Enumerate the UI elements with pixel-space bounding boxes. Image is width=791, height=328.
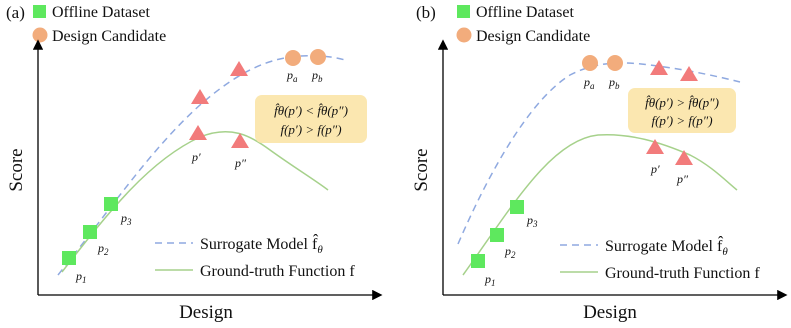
legend-surrogate-label: Surrogate Model f̂θ — [605, 235, 728, 258]
legend-dataset-label: Offline Dataset — [52, 4, 150, 21]
point-label-pb: pb — [311, 68, 323, 84]
triangle-marker — [646, 139, 664, 154]
candidate-point — [582, 55, 598, 71]
triangle-marker — [680, 66, 698, 81]
legend-ground-truth-label: Ground-truth Function f — [200, 263, 355, 280]
triangle-marker — [189, 125, 207, 140]
triangle-marker — [650, 60, 668, 75]
candidate-legend-marker — [32, 27, 48, 43]
annotation-line-1: f̂θ(p′) < f̂θ(p″) — [274, 103, 348, 118]
point-label-p-prime: p′ — [650, 162, 660, 176]
x-axis-label: Design — [179, 302, 233, 323]
dataset-point — [104, 197, 118, 211]
candidate-point — [607, 55, 623, 71]
point-label-p3: p3 — [120, 211, 132, 227]
annotation-line-2: f(p′) > f(p″) — [280, 122, 341, 137]
point-label-pa: pa — [583, 75, 595, 91]
annotation-line-1: f̂θ(p′) > f̂θ(p″) — [645, 95, 719, 110]
triangle-marker — [191, 89, 209, 104]
legend-candidate-label: Design Candidate — [52, 28, 166, 45]
annotation-box — [255, 95, 367, 143]
legend-dataset-label: Offline Dataset — [476, 4, 574, 21]
dataset-point — [510, 200, 524, 214]
point-label-p-double-prime: p″ — [234, 156, 247, 170]
dataset-point — [490, 228, 504, 242]
dataset-point — [471, 254, 485, 268]
x-axis-label: Design — [583, 302, 637, 323]
legend-surrogate-label: Surrogate Model f̂θ — [200, 233, 323, 256]
annotation-line-2: f(p′) > f(p″) — [651, 113, 712, 128]
triangle-marker — [230, 61, 248, 76]
triangle-marker — [231, 133, 249, 148]
dataset-legend-marker — [33, 5, 46, 18]
candidate-point — [310, 49, 326, 65]
candidate-point — [285, 50, 301, 66]
dataset-point — [83, 225, 97, 239]
panel-label: (a) — [6, 3, 25, 22]
legend-ground-truth-label: Ground-truth Function f — [605, 265, 760, 282]
point-label-p1: p1 — [484, 272, 496, 288]
point-label-p2: p2 — [504, 244, 516, 260]
point-label-pa: pa — [286, 68, 298, 84]
point-label-p-double-prime: p″ — [676, 172, 689, 186]
triangle-marker — [675, 150, 693, 165]
annotation-box — [628, 88, 736, 133]
panel-a: (a) Offline Dataset Design Candidate Sco… — [6, 3, 383, 323]
panel-label: (b) — [416, 3, 436, 22]
candidate-legend-marker — [456, 27, 472, 43]
point-label-p1: p1 — [75, 269, 87, 285]
point-label-pb: pb — [608, 75, 620, 91]
panel-b: (b) Offline Dataset Design Candidate Sco… — [411, 3, 788, 323]
point-label-p2: p2 — [97, 241, 109, 257]
legend-candidate-label: Design Candidate — [476, 28, 590, 45]
dataset-legend-marker — [457, 5, 470, 18]
y-axis-label: Score — [411, 148, 432, 191]
y-axis-label: Score — [6, 148, 27, 191]
dataset-point — [62, 251, 76, 265]
point-label-p3: p3 — [526, 213, 538, 229]
point-label-p-prime: p′ — [191, 150, 201, 164]
